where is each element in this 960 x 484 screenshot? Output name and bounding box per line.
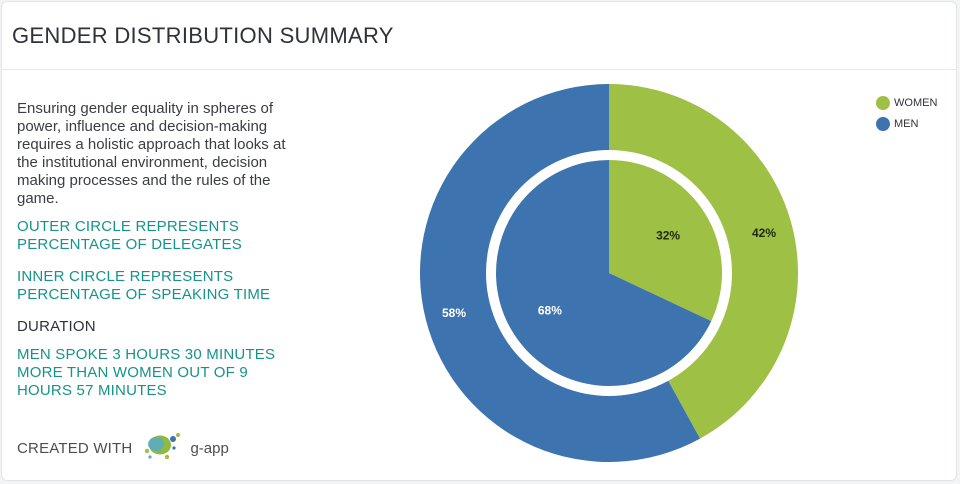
g-app-logo-icon[interactable]: [138, 430, 184, 467]
legend-label-women: WOMEN: [894, 96, 938, 109]
chart-legend: WOMEN MEN: [876, 92, 937, 134]
page-title: GENDER DISTRIBUTION SUMMARY: [12, 22, 394, 48]
brand-name[interactable]: g-app: [190, 440, 229, 457]
legend-swatch-men: [876, 116, 890, 131]
inner-slice-men[interactable]: [496, 160, 712, 386]
inner-circle-note: INNER CIRCLE REPRESENTS PERCENTAGE OF SP…: [17, 268, 271, 303]
legend-item-men[interactable]: MEN: [876, 113, 937, 134]
intro-text: Ensuring gender equality in spheres of p…: [17, 100, 286, 207]
outer-label-women: 42%: [752, 226, 776, 240]
inner-label-women: 32%: [656, 229, 680, 243]
description-panel: Ensuring gender equality in spheres of p…: [17, 100, 302, 414]
outer-circle-note: OUTER CIRCLE REPRESENTS PERCENTAGE OF DE…: [17, 218, 242, 253]
legend-label-men: MEN: [894, 117, 919, 130]
inner-label-men: 68%: [538, 304, 562, 318]
created-with: CREATED WITH g-app: [17, 430, 229, 467]
legend-item-women[interactable]: WOMEN: [876, 92, 937, 113]
legend-swatch-women: [876, 95, 890, 110]
created-with-label: CREATED WITH: [17, 440, 133, 457]
inner-slice-women[interactable]: [609, 160, 723, 322]
outer-label-men: 58%: [442, 306, 466, 320]
card-header: GENDER DISTRIBUTION SUMMARY: [2, 2, 956, 70]
duration-text: MEN SPOKE 3 HOURS 30 MINUTES MORE THAN W…: [17, 346, 276, 399]
duration-label: DURATION: [17, 318, 96, 335]
